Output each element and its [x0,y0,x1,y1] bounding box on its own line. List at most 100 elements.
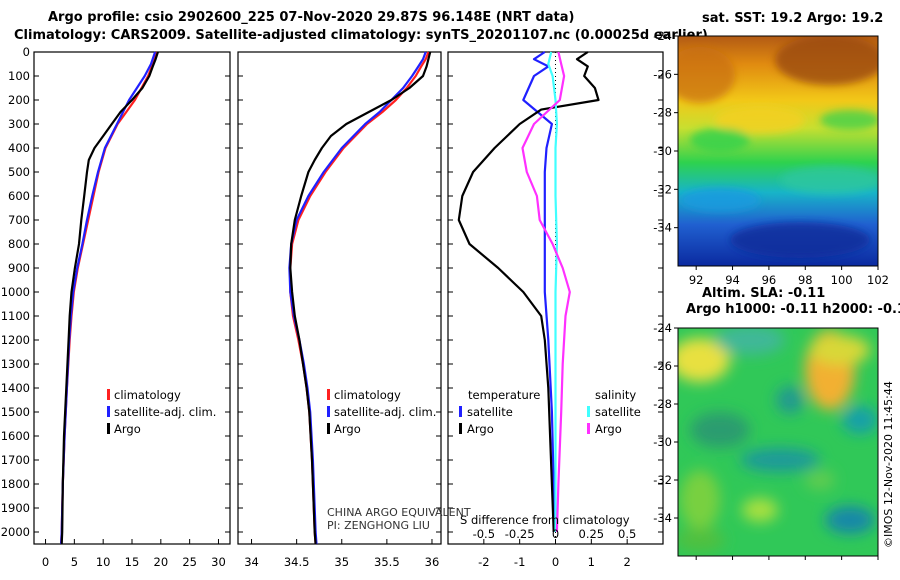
series-line-climatology [60,51,158,545]
temperature-legend: climatology satellite-adj. clim. Argo [107,388,216,436]
sla-map-title: Altim. SLA: -0.11 [702,286,825,301]
y-tick-label: -26 [653,67,672,81]
legend-label-temp-satellite: satellite [467,405,513,419]
difference-x-axis: -2 -1 0 1 2 -0.5 -0.25 0 0.25 0.5 [473,527,637,569]
salinity-x-axis: 34 34.5 35 35.5 36 [244,539,439,569]
legend-heading-salinity: salinity [595,388,636,402]
legend-swatch-temp-argo [459,423,462,434]
x-tick-label-salinity: 0.5 [618,527,636,541]
x-tick-label-salinity: 0.25 [579,527,605,541]
x-tick-label: 0 [42,555,49,569]
difference-legend-salinity: salinity satellite Argo [587,388,641,436]
y-tick-label: -28 [653,397,672,411]
figure-title-line1: Argo profile: csio 2902600_225 07-Nov-20… [48,10,574,25]
depth-tick-label: 1300 [1,357,30,371]
depth-tick-label: 1000 [1,285,30,299]
legend-heading-temperature: temperature [468,388,540,402]
depth-tick-label: 1800 [1,477,30,491]
legend-swatch-sal-argo [587,423,590,434]
legend-swatch-argo [107,423,110,434]
depth-tick-label: 700 [8,213,30,227]
legend-label-satellite: satellite-adj. clim. [334,405,436,419]
sst-map [678,36,878,266]
y-tick-label: -24 [653,29,672,43]
series-line-temperature-argo [457,51,600,533]
depth-tick-label: 1100 [1,309,30,323]
x-tick-label: 10 [96,555,111,569]
x-tick-label: 34.5 [284,555,310,569]
depth-tick-label: 600 [8,189,30,203]
x-tick-label: 25 [182,555,197,569]
series-line-argo [60,51,159,545]
x-tick-label: 2 [624,555,631,569]
legend-label-satellite: satellite-adj. clim. [114,405,216,419]
depth-tick-label: 1700 [1,453,30,467]
x-tick-label: 34 [244,555,259,569]
series-line-satellite-adj-clim- [60,51,157,545]
y-tick-label: -28 [653,106,672,120]
depth-axis: 0 100 200 300 400 500 600 700 800 900 1000 1100 1200… [1,45,663,539]
legend-label-temp-argo: Argo [467,422,494,436]
x-tick-label: 35 [334,555,349,569]
x-tick-label: 35.5 [374,555,400,569]
sst-map-texture [678,36,878,258]
depth-tick-label: 200 [8,93,30,107]
x-tick-label: 20 [154,555,169,569]
legend-swatch-temp-satellite [459,406,462,417]
x-tick-label: 92 [689,273,704,287]
depth-tick-label: 500 [8,165,30,179]
difference-panel-title: S difference from climatology [460,513,630,527]
depth-tick-label: 1400 [1,381,30,395]
legend-swatch-argo [327,423,330,434]
difference-legend-temperature: temperature satellite Argo [459,388,540,436]
y-tick-label: -26 [653,359,672,373]
sst-map-axes: 92 94 96 98 100 102 -24 -26 -28 -30 -32 -34 [653,29,889,287]
sla-map-subtitle: Argo h1000: -0.11 h2000: -0.17 [686,302,900,317]
float-owner-line2: PI: ZENGHONG LIU [327,519,430,532]
x-tick-label: 96 [762,273,777,287]
depth-tick-label: 0 [23,45,30,59]
x-tick-label-salinity: -0.5 [473,527,495,541]
x-tick-label-salinity: 0 [552,527,559,541]
y-tick-label: -34 [653,511,672,525]
legend-label-sal-argo: Argo [595,422,622,436]
y-tick-label: -34 [653,221,672,235]
figure-title-line2: Climatology: CARS2009. Satellite-adjuste… [14,28,708,43]
series-line-satellite-adj-clim- [288,51,427,545]
series-line-temperature-satellite [522,51,555,532]
legend-label-climatology: climatology [114,388,181,402]
x-tick-label: 5 [71,555,78,569]
legend-swatch-satellite [327,406,330,417]
x-tick-label-salinity: -0.25 [505,527,535,541]
temperature-series-layer [60,51,159,545]
legend-swatch-satellite [107,406,110,417]
x-tick-label: 100 [831,273,853,287]
x-tick-label: 98 [798,273,813,287]
depth-tick-label: 400 [8,141,30,155]
sst-map-title: sat. SST: 19.2 Argo: 19.2 [702,11,883,26]
x-tick-label: 15 [125,555,140,569]
salinity-legend: climatology satellite-adj. clim. Argo CH… [327,388,471,532]
series-line-salinity-argo [521,51,571,533]
y-tick-label: -24 [653,321,672,335]
depth-tick-label: 300 [8,117,30,131]
sla-map [678,328,878,556]
legend-label-sal-satellite: satellite [595,405,641,419]
imos-timestamp: ©IMOS 12-Nov-2020 11:45:44 [882,381,895,548]
legend-label-argo: Argo [334,422,361,436]
legend-swatch-climatology [327,389,330,400]
temperature-x-axis: 0 5 10 15 20 25 30 [42,539,226,569]
x-tick-label: 36 [425,555,440,569]
x-tick-label: 1 [588,555,595,569]
x-tick-label: 94 [725,273,740,287]
legend-swatch-climatology [107,389,110,400]
sla-map-axes: -24 -26 -28 -30 -32 -34 [653,321,879,560]
salinity-series-layer [288,51,432,545]
x-tick-label: 0 [552,555,559,569]
y-tick-label: -32 [653,473,672,487]
series-line-climatology [289,51,430,545]
x-tick-label: 102 [867,273,889,287]
depth-tick-label: 1900 [1,501,30,515]
x-tick-label: 30 [211,555,226,569]
